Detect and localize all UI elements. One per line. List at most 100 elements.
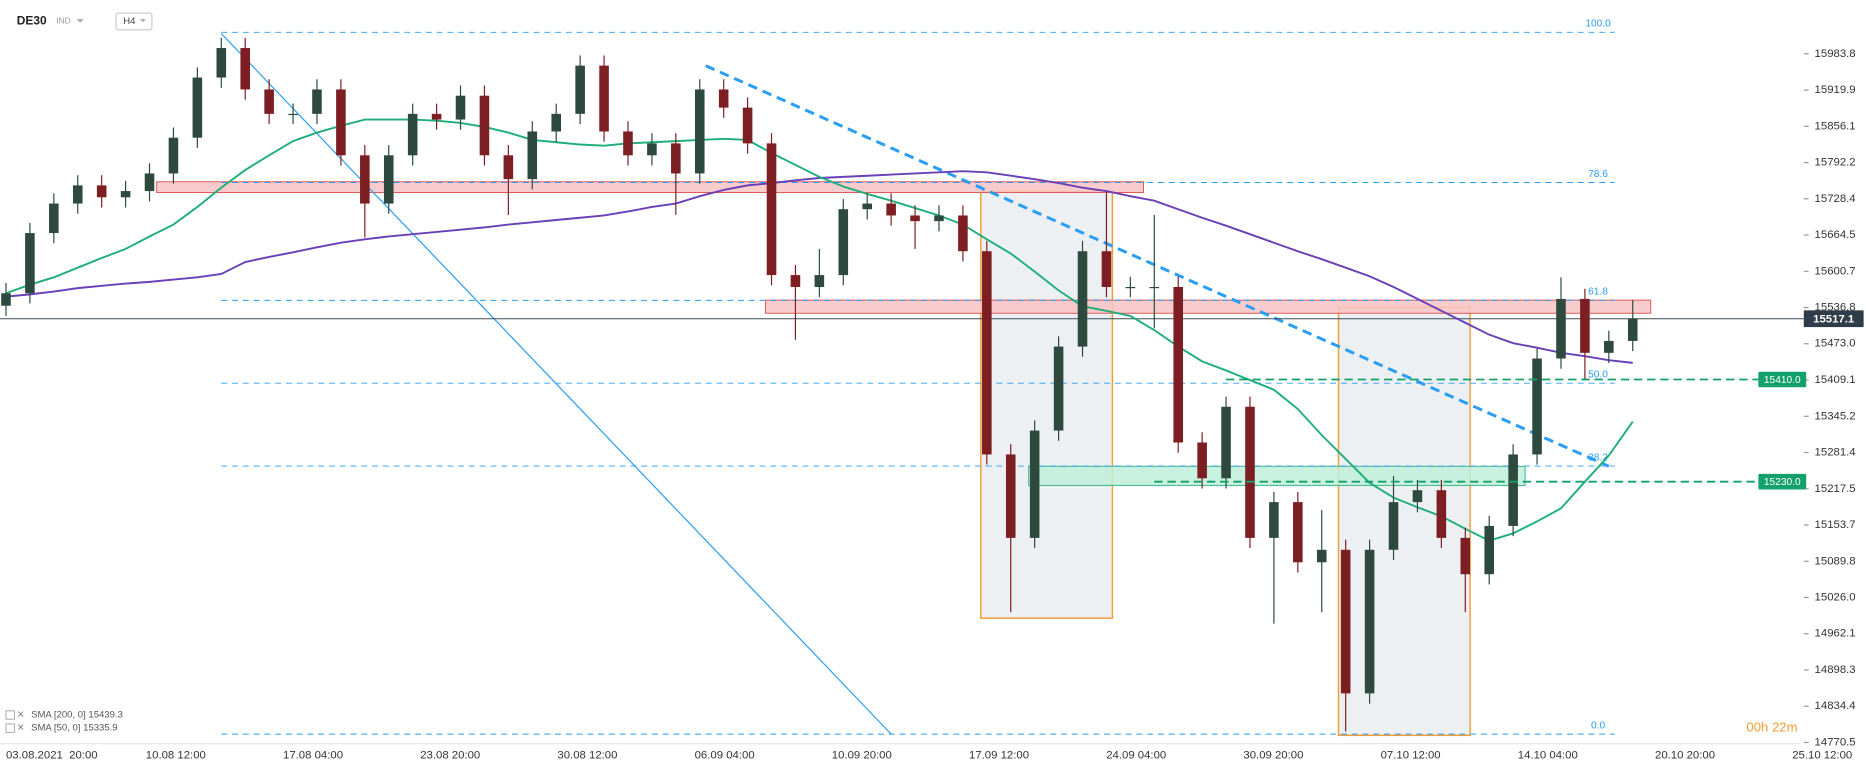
sma-line — [5, 170, 1633, 364]
candle-body — [1460, 537, 1471, 575]
trend-line — [220, 33, 892, 735]
resistance-zone — [765, 299, 1652, 314]
candle-body — [1293, 502, 1303, 563]
dropdown-arrow[interactable] — [76, 19, 84, 23]
dropdown-arrow[interactable] — [139, 19, 146, 23]
candle-body — [455, 95, 466, 120]
candle-body — [1508, 454, 1518, 526]
candle-body — [72, 185, 83, 204]
timeframe-box[interactable] — [115, 12, 153, 31]
x-tick-label: 30.08 12:00 — [557, 750, 617, 762]
candle-body — [838, 209, 849, 276]
candle-body — [1221, 406, 1231, 479]
x-tick-label: 14.10 04:00 — [1518, 750, 1578, 762]
x-tick-label: 25.10 12:00 — [1792, 750, 1852, 762]
x-tick-label: 10.08 12:00 — [146, 750, 206, 762]
y-tick-label: 15217.5 — [1815, 483, 1856, 495]
candle-body — [168, 137, 179, 174]
candle-body — [718, 89, 729, 108]
y-tick-label: 15919.9 — [1815, 84, 1856, 96]
candle-body — [1197, 442, 1207, 479]
candle-body — [1077, 251, 1088, 347]
legend-close: ✕ — [17, 710, 25, 721]
last-price-label: 15517.1 — [1813, 313, 1854, 325]
candle-body — [671, 143, 681, 174]
candle-body — [551, 113, 561, 132]
y-tick-label: 15281.4 — [1815, 447, 1856, 459]
candle-body — [958, 215, 968, 252]
y-tick-label: 15026.0 — [1815, 591, 1856, 603]
sma-line — [5, 118, 1634, 542]
fib-label: 100.0 — [1585, 19, 1611, 30]
candle-body — [1436, 490, 1447, 538]
candle-body — [431, 113, 442, 120]
candle-body — [910, 215, 920, 222]
candle-body — [599, 65, 609, 132]
y-tick-label: 15983.8 — [1815, 48, 1856, 60]
market: IND — [56, 16, 70, 26]
candle-body — [1627, 318, 1638, 341]
x-tick-label: 23.08 20:00 — [420, 750, 480, 762]
fib-label: 0.0 — [1591, 720, 1605, 731]
candle-body — [144, 173, 155, 192]
candle-body — [1029, 430, 1040, 538]
candle-body — [982, 251, 992, 455]
last-price-badge — [1803, 310, 1864, 328]
candle-body — [1005, 454, 1016, 538]
y-tick-label: 15728.4 — [1815, 193, 1856, 205]
candle-body — [288, 113, 298, 116]
x-tick-label: 30.09 20:00 — [1243, 750, 1303, 762]
candle-body — [1388, 502, 1399, 550]
y-tick-label: 15153.7 — [1815, 519, 1856, 531]
y-tick-label: 15409.1 — [1815, 374, 1856, 386]
candle-body — [742, 107, 753, 144]
legend-icon — [5, 710, 15, 720]
candle-body — [407, 113, 418, 156]
candle-body — [647, 143, 657, 156]
candle-body — [120, 191, 131, 198]
x-tick-label: 06.09 04:00 — [695, 750, 755, 762]
candle-body — [1053, 346, 1064, 431]
y-tick-label: 15536.8 — [1815, 302, 1856, 314]
y-tick-label: 15856.1 — [1815, 120, 1856, 132]
candle-body — [503, 155, 514, 180]
x-tick-label: 17.08 04:00 — [283, 750, 343, 762]
y-tick-label: 15345.2 — [1815, 410, 1856, 422]
legend-entry: SMA [50, 0] 15335.9 — [31, 723, 118, 734]
resistance-zone — [156, 181, 1145, 193]
candle-body — [1269, 502, 1279, 538]
y-tick-label: 14962.1 — [1815, 628, 1856, 640]
candle-body — [1580, 298, 1590, 353]
candle-body — [694, 89, 705, 174]
timeframe[interactable]: H4 — [123, 16, 136, 27]
plot: 15983.8 15919.9 15856.1 15792.2 15728.4 15664… — [0, 19, 1856, 762]
candle-body — [49, 203, 59, 234]
symbol: DE30 — [17, 14, 47, 28]
countdown: 00h 22m — [1746, 720, 1797, 735]
candle-body — [886, 203, 896, 216]
level-label: 15230.0 — [1764, 477, 1801, 488]
trend-line-dashed — [705, 64, 1610, 468]
x-tick-label: 24.09 04:00 — [1106, 750, 1166, 762]
candle-body — [312, 89, 322, 114]
y-tick-label: 14898.3 — [1815, 664, 1856, 676]
fib-label: 38.2 — [1588, 452, 1608, 463]
candle-body — [814, 275, 825, 287]
candle-body — [479, 95, 490, 156]
y-tick-label: 14770.5 — [1815, 737, 1856, 749]
candle-body — [1, 293, 11, 306]
candle-body — [1340, 549, 1351, 694]
candle-body — [1173, 286, 1183, 443]
candle-body — [336, 89, 346, 156]
fib-label: 50.0 — [1588, 370, 1608, 381]
y-tick-label: 15792.2 — [1815, 157, 1856, 169]
candle-body — [1245, 406, 1255, 538]
level-badge — [1758, 473, 1807, 490]
legend-icon — [5, 723, 15, 733]
candle-body — [264, 89, 274, 114]
range-box — [980, 190, 1114, 619]
candle-body — [1101, 251, 1112, 287]
candle-body — [1125, 286, 1136, 289]
